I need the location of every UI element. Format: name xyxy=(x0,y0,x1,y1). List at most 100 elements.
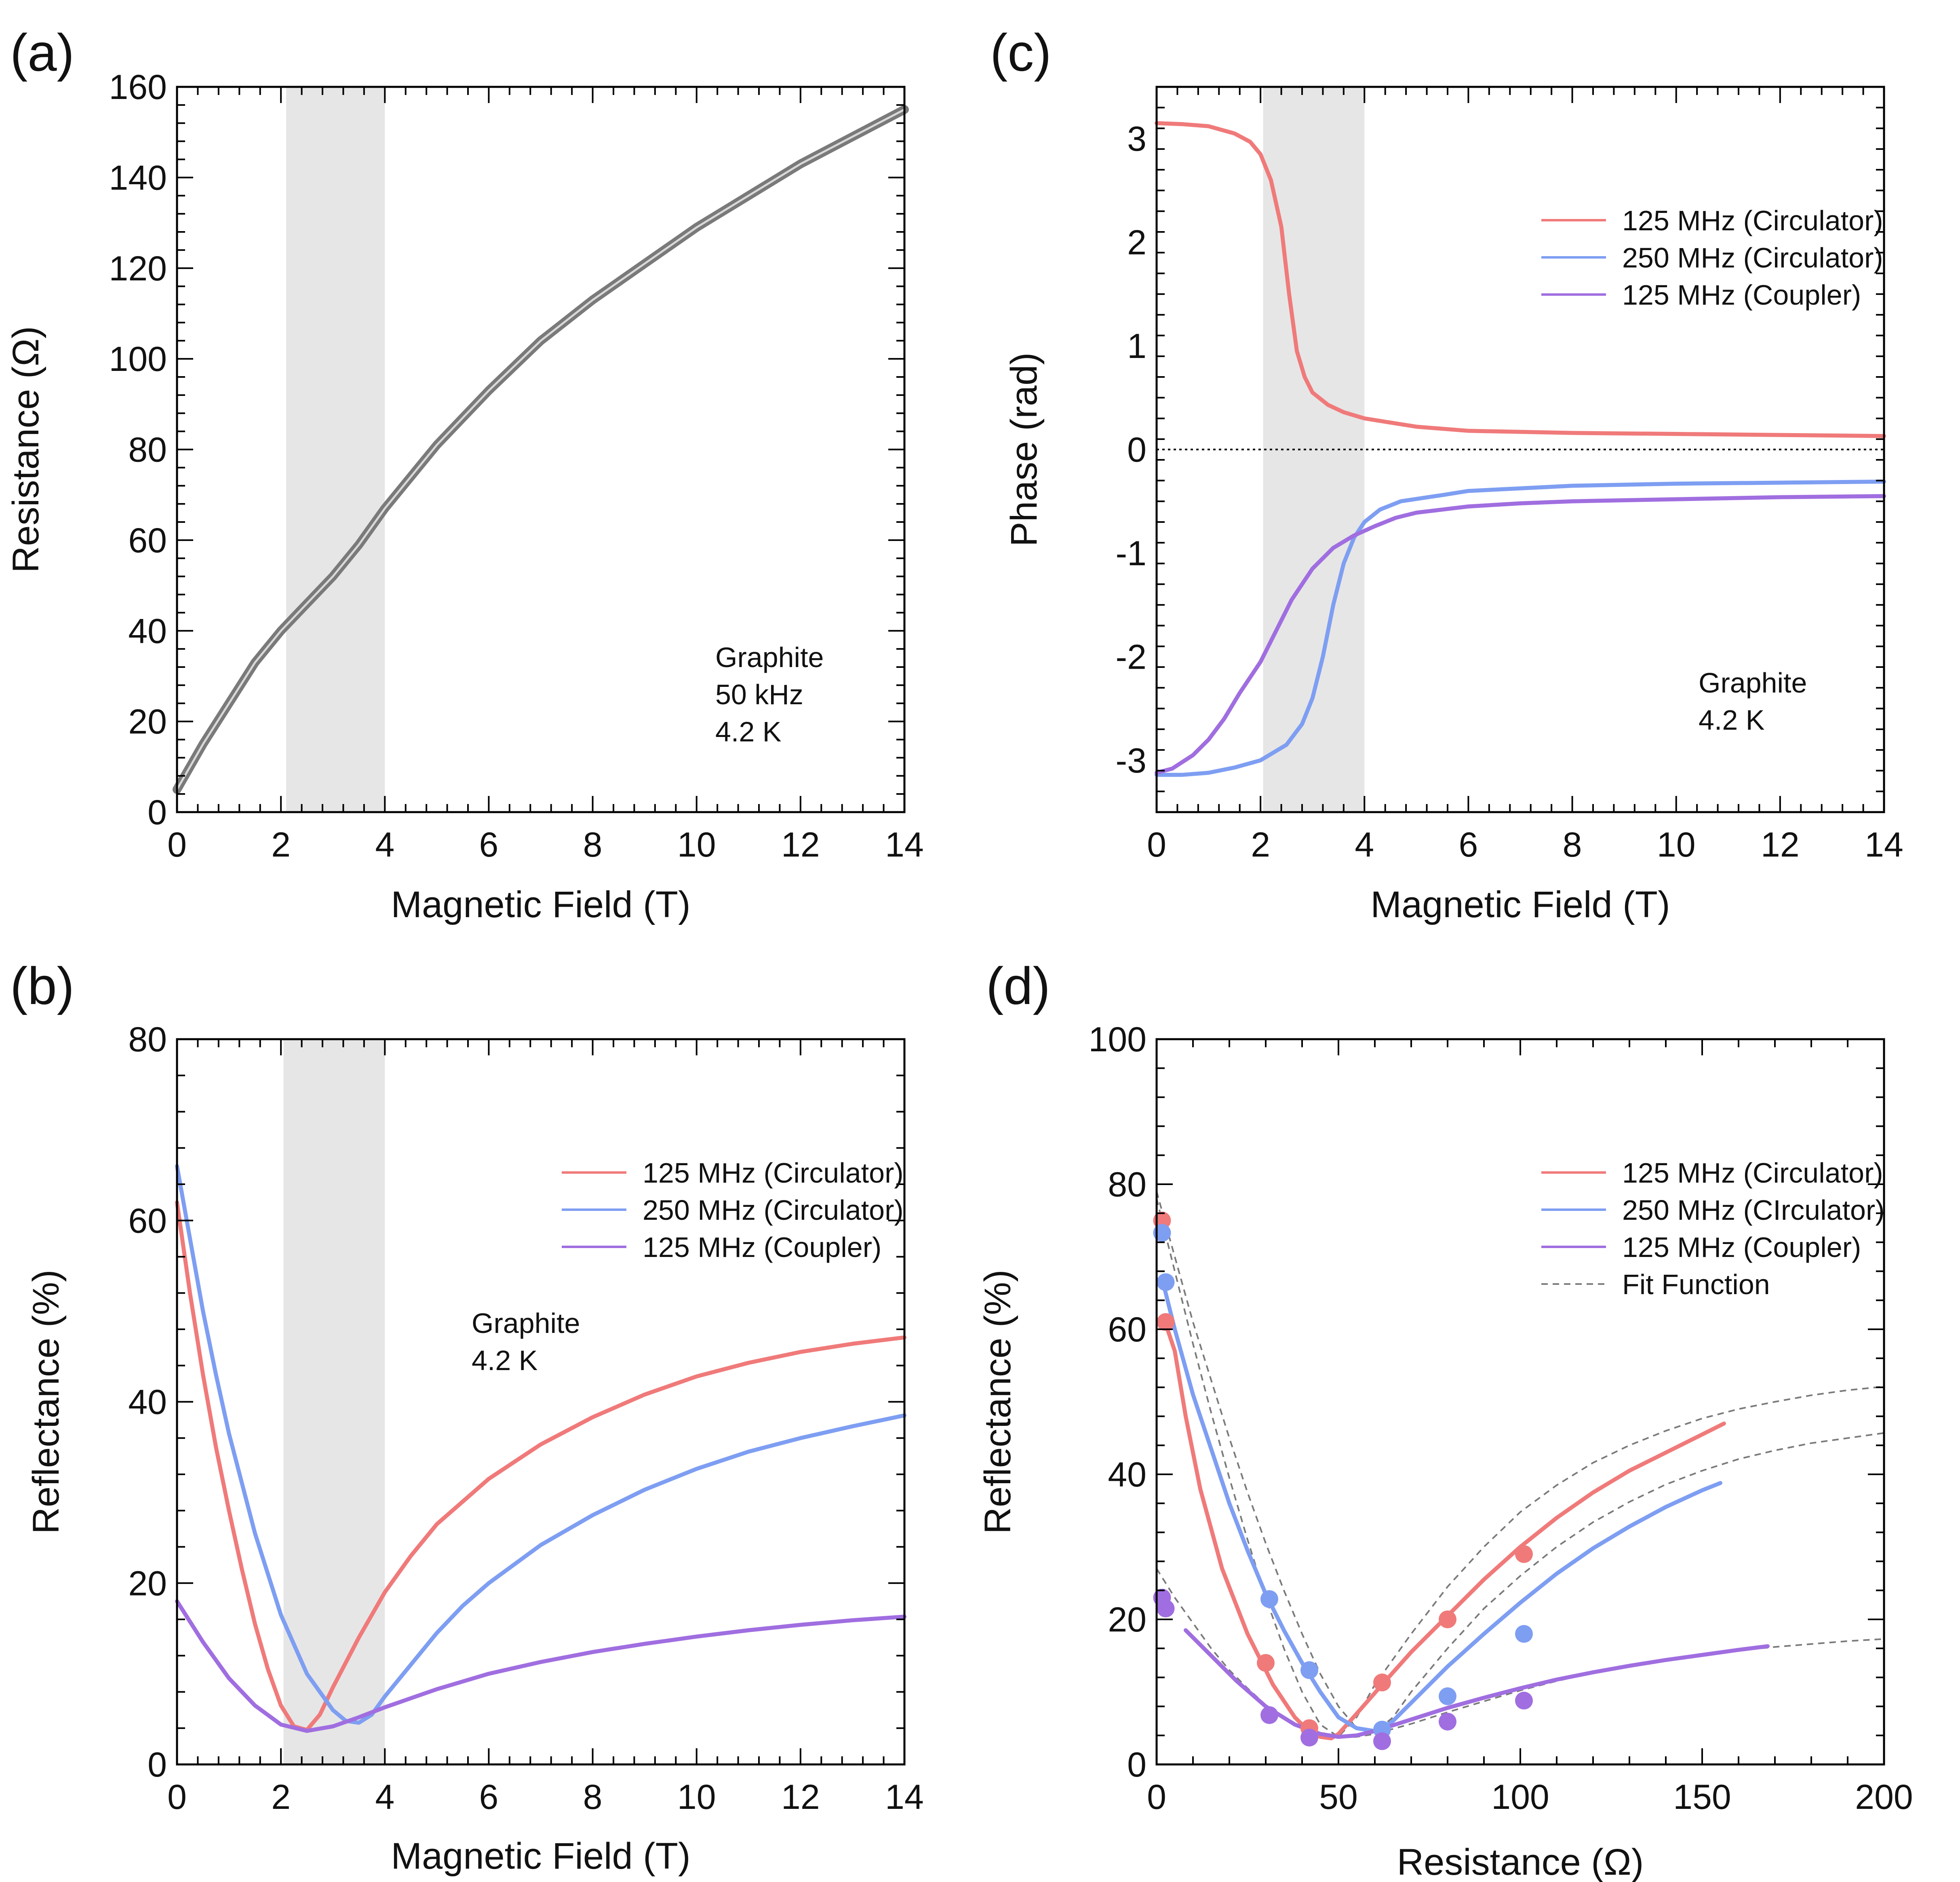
data-point-2-4 xyxy=(1373,1732,1391,1750)
legend-label: 125 MHz (Coupler) xyxy=(1622,279,1861,311)
y-tick-label: 20 xyxy=(1108,1600,1146,1639)
y-axis-label: Reflectance (%) xyxy=(977,1269,1018,1534)
x-axis-label: Magnetic Field (T) xyxy=(391,1836,690,1877)
legend-label: Fit Function xyxy=(1622,1269,1770,1300)
panel-label: (a) xyxy=(10,23,74,82)
legend-label: 250 MHz (CIrculator) xyxy=(1622,1194,1885,1226)
panel-d: 0 50 100 150 200 0 20 40 60 80 100 Resistance (Ω) Re… xyxy=(977,956,1913,1882)
x-tick-label: 14 xyxy=(885,825,924,864)
legend-label: 125 MHz (Coupler) xyxy=(1622,1232,1861,1263)
x-tick-label: 8 xyxy=(583,1778,603,1817)
x-tick-label: 2 xyxy=(271,825,291,864)
data-point-0-2 xyxy=(1257,1654,1275,1672)
y-tick-label: 3 xyxy=(1127,120,1146,158)
x-tick-label: 6 xyxy=(479,825,499,864)
x-tick-label: 12 xyxy=(781,825,820,864)
y-tick-label: 0 xyxy=(148,793,167,832)
x-tick-label: 4 xyxy=(375,1778,394,1817)
legend-label: 250 MHz (Circulator) xyxy=(643,1194,904,1226)
y-tick-label: -1 xyxy=(1116,534,1146,573)
annotation-text: Graphite xyxy=(715,642,824,673)
data-point-1-2 xyxy=(1260,1590,1278,1608)
x-tick-label: 100 xyxy=(1491,1778,1549,1817)
legend-label: 125 MHz (Circulator) xyxy=(643,1157,904,1189)
panel-label: (c) xyxy=(990,23,1052,82)
y-tick-label: 80 xyxy=(128,431,167,469)
y-tick-label: -2 xyxy=(1116,638,1146,676)
series-line-inner-0 xyxy=(176,108,906,791)
y-tick-label: 60 xyxy=(128,1202,167,1240)
y-tick-label: 40 xyxy=(128,612,167,650)
x-tick-label: 50 xyxy=(1319,1778,1358,1817)
data-point-0-1 xyxy=(1157,1313,1175,1331)
series-line-0 xyxy=(1165,1327,1726,1741)
data-point-2-1 xyxy=(1157,1600,1175,1618)
series-line-0 xyxy=(175,1200,906,1732)
x-tick-label: 14 xyxy=(1865,825,1903,864)
annotation-text: Graphite xyxy=(1699,667,1807,699)
legend-label: 250 MHz (Circulator) xyxy=(1622,242,1883,274)
data-point-2-3 xyxy=(1300,1728,1318,1747)
x-tick-label: 2 xyxy=(1251,825,1270,864)
series-line-1 xyxy=(175,1164,906,1725)
plot-frame xyxy=(1155,86,1885,813)
y-tick-label: 0 xyxy=(1127,1745,1146,1784)
x-axis-label: Magnetic Field (T) xyxy=(391,884,690,925)
x-tick-label: 14 xyxy=(885,1778,924,1817)
x-tick-label: 200 xyxy=(1855,1778,1913,1817)
y-tick-label: 0 xyxy=(148,1745,167,1784)
x-tick-label: 10 xyxy=(677,825,716,864)
data-point-0-6 xyxy=(1515,1545,1533,1563)
shaded-region xyxy=(286,87,385,812)
x-tick-label: 8 xyxy=(1563,825,1582,864)
panel-b: 0 2 4 6 8 10 12 14 0 20 40 60 80 Magnetic Field (T) Re… xyxy=(10,956,924,1877)
y-tick-label: 140 xyxy=(109,158,167,197)
annotation-text: 50 kHz xyxy=(715,679,803,710)
panel-a: 0 2 4 6 8 10 12 14020406080100120140160Magnetic… xyxy=(5,23,924,925)
data-point-2-5 xyxy=(1439,1713,1456,1731)
y-tick-label: 20 xyxy=(128,703,167,741)
x-axis-label: Magnetic Field (T) xyxy=(1370,884,1670,925)
y-tick-label: 80 xyxy=(1108,1165,1146,1204)
data-point-1-6 xyxy=(1515,1625,1533,1643)
y-tick-label: 2 xyxy=(1127,223,1146,262)
y-tick-label: -3 xyxy=(1116,741,1146,780)
y-tick-label: 40 xyxy=(1108,1455,1146,1494)
legend-label: 125 MHz (Coupler) xyxy=(643,1232,881,1263)
data-point-1-1 xyxy=(1157,1273,1175,1291)
x-tick-label: 10 xyxy=(677,1778,716,1817)
x-tick-label: 4 xyxy=(375,825,394,864)
x-axis-label: Resistance (Ω) xyxy=(1397,1842,1644,1882)
x-tick-label: 6 xyxy=(1459,825,1478,864)
series-line-2 xyxy=(1155,494,1886,775)
x-tick-label: 12 xyxy=(1761,825,1800,864)
y-tick-label: 40 xyxy=(128,1383,167,1422)
x-tick-label: 150 xyxy=(1673,1778,1731,1817)
x-tick-label: 10 xyxy=(1657,825,1696,864)
fit-curve-1 xyxy=(1156,1191,1884,1734)
data-point-1-5 xyxy=(1439,1687,1456,1705)
y-tick-label: 100 xyxy=(109,340,167,379)
data-point-0-4 xyxy=(1373,1674,1391,1692)
data-point-0-5 xyxy=(1439,1610,1456,1628)
x-tick-label: 6 xyxy=(479,1778,499,1817)
x-tick-label: 0 xyxy=(1147,825,1166,864)
data-point-2-6 xyxy=(1515,1692,1533,1710)
annotation-text: 4.2 K xyxy=(1699,704,1764,736)
fit-curve-0 xyxy=(1156,1198,1884,1738)
y-tick-label: 60 xyxy=(128,521,167,560)
panel-label: (d) xyxy=(986,956,1050,1015)
y-axis-label: Reflectance (%) xyxy=(25,1269,67,1534)
y-tick-label: 1 xyxy=(1127,327,1146,366)
y-tick-label: 60 xyxy=(1108,1310,1146,1349)
fit-curve-2 xyxy=(1156,1568,1884,1739)
annotation-text: 4.2 K xyxy=(472,1345,537,1376)
data-point-2-2 xyxy=(1260,1706,1278,1724)
series-line-1 xyxy=(1155,480,1886,777)
series-line-2 xyxy=(175,1599,906,1733)
series-line-0 xyxy=(1155,121,1886,438)
legend-label: 125 MHz (Circulator) xyxy=(1622,205,1883,236)
y-tick-label: 20 xyxy=(128,1564,167,1603)
